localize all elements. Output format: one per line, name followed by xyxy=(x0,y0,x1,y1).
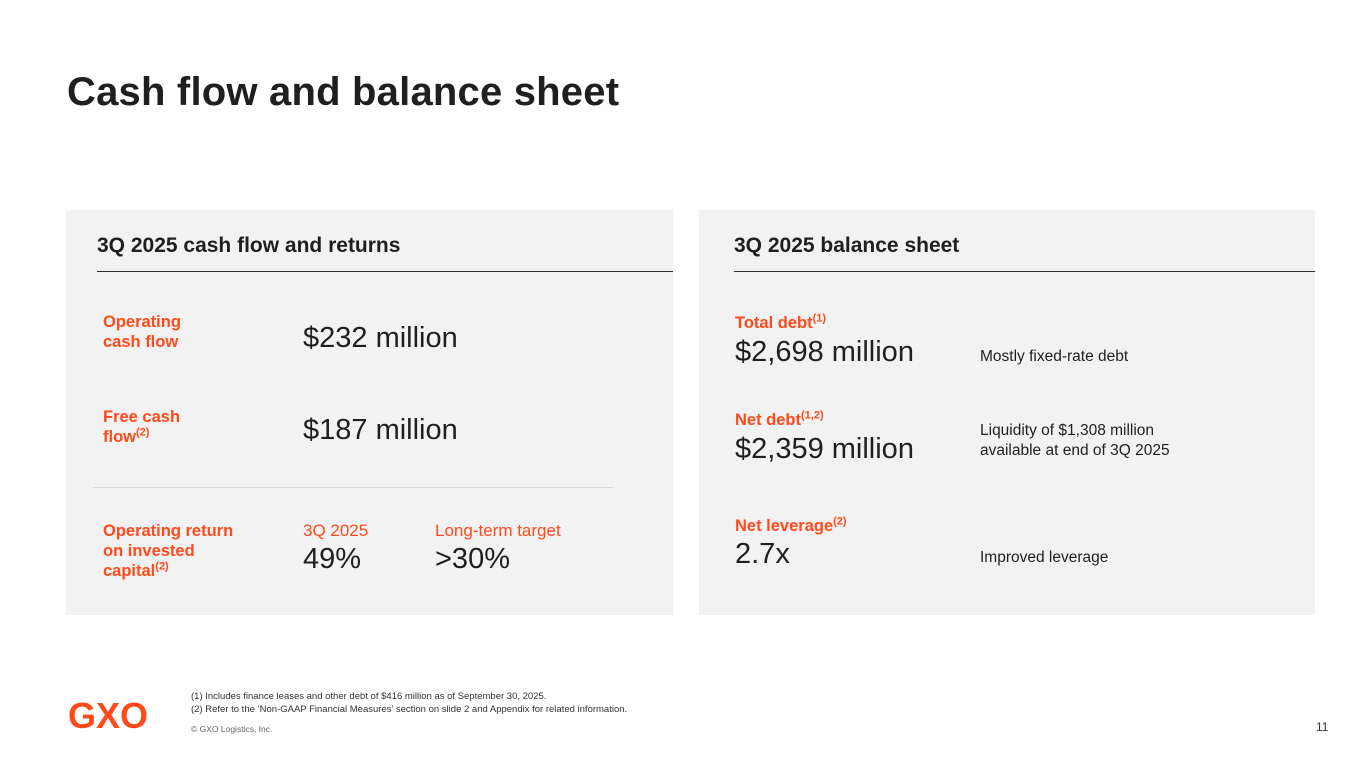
net-debt-label: Net debt(1,2) xyxy=(735,410,824,430)
cash-flow-panel: 3Q 2025 cash flow and returns Operating … xyxy=(66,210,673,615)
roic-label-line1: Operating return xyxy=(103,522,234,540)
net-debt-note-line1: Liquidity of $1,308 million xyxy=(980,422,1155,439)
net-leverage-label: Net leverage(2) xyxy=(735,516,847,536)
free-cash-flow-value: $187 million xyxy=(303,414,458,446)
logo-letter-g: G xyxy=(68,695,96,736)
operating-cash-flow-label-line2: cash flow xyxy=(103,333,179,351)
total-debt-label: Total debt(1) xyxy=(735,313,826,333)
operating-cash-flow-label: Operating cash flow xyxy=(103,312,181,352)
operating-cash-flow-value: $232 million xyxy=(303,322,458,354)
free-cash-flow-label-line1: Free cash xyxy=(103,408,181,426)
free-cash-flow-label: Free cash flow(2) xyxy=(103,407,180,447)
balance-sheet-panel: 3Q 2025 balance sheet Total debt(1) $2,6… xyxy=(699,210,1315,615)
footnotes: (1) Includes finance leases and other de… xyxy=(191,691,627,716)
net-debt-note-line2: available at end of 3Q 2025 xyxy=(980,442,1170,459)
net-debt-value: $2,359 million xyxy=(735,433,914,465)
footnote-2: (2) Refer to the ‘Non-GAAP Financial Mea… xyxy=(191,703,628,715)
net-leverage-footnote-ref: (2) xyxy=(833,515,847,528)
roic-label-line3: capital xyxy=(103,562,156,580)
balance-sheet-heading-rule xyxy=(734,271,1315,272)
page-title: Cash flow and balance sheet xyxy=(67,70,620,114)
total-debt-value: $2,698 million xyxy=(735,336,914,368)
roic-current-value: 49% xyxy=(303,543,362,575)
footnote-1: (1) Includes finance leases and other de… xyxy=(191,691,547,702)
net-debt-note: Liquidity of $1,308 million available at… xyxy=(980,421,1170,461)
operating-cash-flow-label-line1: Operating xyxy=(103,313,181,331)
net-leverage-label-text: Net leverage xyxy=(735,517,834,535)
total-debt-note: Mostly fixed-rate debt xyxy=(980,348,1129,365)
logo-letter-x: X xyxy=(96,695,120,736)
roic-current-header: 3Q 2025 xyxy=(303,521,369,540)
gxo-logo: G X O xyxy=(68,695,148,736)
cash-flow-heading-rule xyxy=(97,271,673,272)
free-cash-flow-label-line2: flow xyxy=(103,428,136,446)
net-debt-label-text: Net debt xyxy=(735,411,801,429)
logo-letter-o: O xyxy=(120,695,148,736)
cash-flow-panel-heading: 3Q 2025 cash flow and returns xyxy=(97,234,401,257)
roic-target-value: >30% xyxy=(435,543,510,575)
balance-sheet-panel-heading: 3Q 2025 balance sheet xyxy=(734,234,960,257)
free-cash-flow-footnote-ref: (2) xyxy=(136,426,150,439)
roic-label-line2: on invested xyxy=(103,542,195,560)
total-debt-footnote-ref: (1) xyxy=(812,312,827,325)
net-debt-footnote-ref: (1,2) xyxy=(801,409,824,422)
page-number: 11 xyxy=(1316,720,1329,734)
net-leverage-note: Improved leverage xyxy=(980,549,1109,566)
total-debt-label-text: Total debt xyxy=(735,314,813,332)
roic-footnote-ref: (2) xyxy=(155,560,169,573)
roic-target-header: Long-term target xyxy=(435,521,561,540)
net-leverage-value: 2.7x xyxy=(735,538,790,570)
section-divider xyxy=(93,487,613,488)
roic-label: Operating return on invested capital(2) xyxy=(103,521,233,581)
copyright: © GXO Logistics, Inc. xyxy=(191,724,273,734)
